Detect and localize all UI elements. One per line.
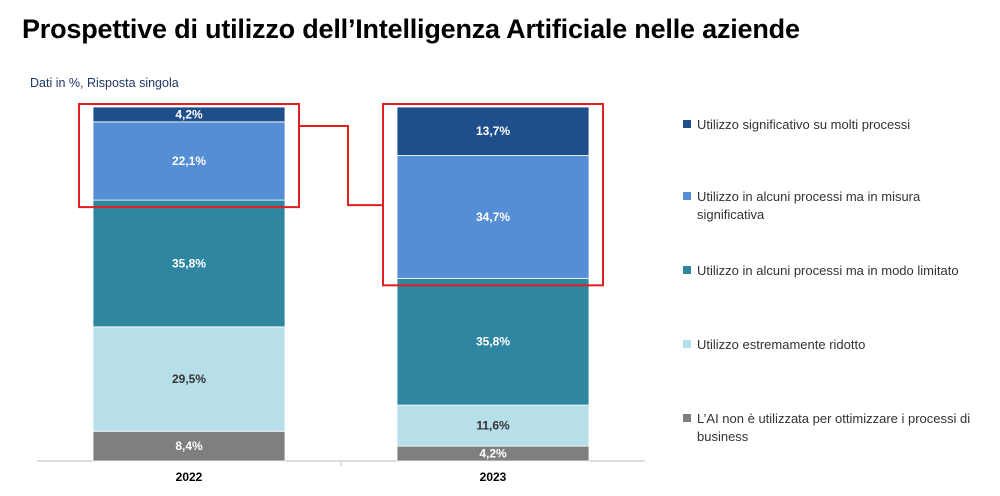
legend-label: Utilizzo estremamente ridotto <box>697 337 866 352</box>
chart-title: Prospettive di utilizzo dell’Intelligenz… <box>22 14 800 44</box>
highlight-connector <box>299 125 383 207</box>
chart-subtitle: Dati in %, Risposta singola <box>30 76 179 90</box>
data-label: 35,8% <box>476 335 510 349</box>
legend-item: Utilizzo significativo su molti processi <box>683 116 983 134</box>
legend-item: L’AI non è utilizzata per ottimizzare i … <box>683 410 983 446</box>
legend-swatch <box>683 120 691 128</box>
bar-segment <box>92 106 286 123</box>
legend-swatch <box>683 192 691 200</box>
bar-segment <box>396 277 590 406</box>
legend-label: L’AI non è utilizzata per ottimizzare i … <box>697 411 971 444</box>
bar-segment <box>396 404 590 447</box>
data-label: 13,7% <box>476 124 510 138</box>
highlight-box <box>78 103 300 209</box>
bar-segment <box>396 106 590 156</box>
bar-segment <box>92 121 286 201</box>
legend-label: Utilizzo significativo su molti processi <box>697 117 911 132</box>
legend-label: Utilizzo in alcuni processi ma in misura… <box>697 189 921 222</box>
x-tick-label: 2022 <box>176 470 203 484</box>
legend-swatch <box>683 340 691 348</box>
legend-item: Utilizzo in alcuni processi ma in misura… <box>683 188 983 224</box>
bar-segment <box>92 430 286 462</box>
data-label: 35,8% <box>172 256 206 270</box>
data-label: 29,5% <box>172 372 206 386</box>
legend-item: Utilizzo in alcuni processi ma in modo l… <box>683 262 983 280</box>
legend-label: Utilizzo in alcuni processi ma in modo l… <box>697 263 959 278</box>
data-label: 4,2% <box>479 447 507 461</box>
data-label: 4,2% <box>175 107 203 121</box>
data-label: 22,1% <box>172 154 206 168</box>
bar-segment <box>396 155 590 279</box>
legend-swatch <box>683 414 691 422</box>
bar-segment <box>92 199 286 328</box>
bar-segment <box>92 326 286 432</box>
legend-swatch <box>683 266 691 274</box>
data-label: 11,6% <box>476 419 510 433</box>
legend-item: Utilizzo estremamente ridotto <box>683 336 983 354</box>
data-label: 34,7% <box>476 210 510 224</box>
x-tick-label: 2023 <box>480 470 507 484</box>
data-label: 8,4% <box>175 439 203 453</box>
highlight-box <box>382 103 604 287</box>
